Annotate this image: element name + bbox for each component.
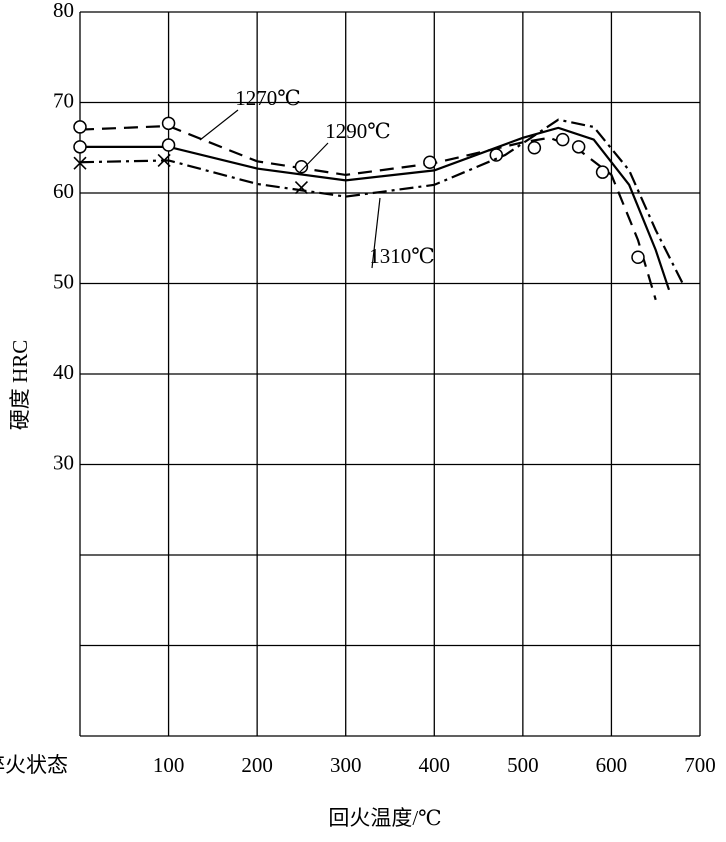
x-tick-label: 淬火状态 <box>0 753 68 777</box>
data-point <box>157 153 171 167</box>
series-line <box>80 126 671 291</box>
x-tick-label: 200 <box>241 753 273 777</box>
data-point <box>73 156 87 170</box>
data-point <box>631 250 645 265</box>
data-point <box>595 165 610 179</box>
x-tick-label: 100 <box>153 753 185 777</box>
data-point <box>73 140 87 154</box>
y-tick-label: 50 <box>53 269 74 293</box>
data-point <box>571 140 586 154</box>
x-tick-label: 500 <box>507 753 539 777</box>
series-line <box>79 124 657 301</box>
leader-line <box>199 109 239 141</box>
y-tick-label: 30 <box>53 450 74 474</box>
data-point <box>161 138 176 152</box>
data-point <box>294 181 308 195</box>
leader-line <box>371 197 381 269</box>
x-tick-label: 600 <box>596 753 628 777</box>
x-tick-label: 700 <box>684 753 716 777</box>
series-label: 1290℃ <box>325 119 391 143</box>
y-tick-label: 70 <box>53 88 74 112</box>
series-label: 1270℃ <box>235 86 301 110</box>
series-line <box>79 118 684 284</box>
series-label: 1310℃ <box>369 244 435 268</box>
data-point <box>555 132 570 147</box>
leader-line <box>299 142 329 173</box>
marker-stroke <box>73 156 87 170</box>
marker-stroke <box>294 181 308 195</box>
y-axis-title: 硬度 HRC <box>8 340 32 430</box>
y-tick-label: 80 <box>53 0 74 22</box>
x-axis-title: 回火温度/℃ <box>328 806 441 830</box>
y-tick-label: 40 <box>53 360 74 384</box>
y-tick-label: 60 <box>53 179 74 203</box>
data-point <box>73 120 87 134</box>
data-point <box>294 160 309 174</box>
marker-stroke <box>157 153 171 167</box>
x-tick-label: 300 <box>330 753 362 777</box>
x-tick-label: 400 <box>419 753 451 777</box>
data-point <box>527 141 542 155</box>
data-point <box>423 155 437 169</box>
data-point <box>161 116 176 131</box>
data-point <box>489 148 504 162</box>
